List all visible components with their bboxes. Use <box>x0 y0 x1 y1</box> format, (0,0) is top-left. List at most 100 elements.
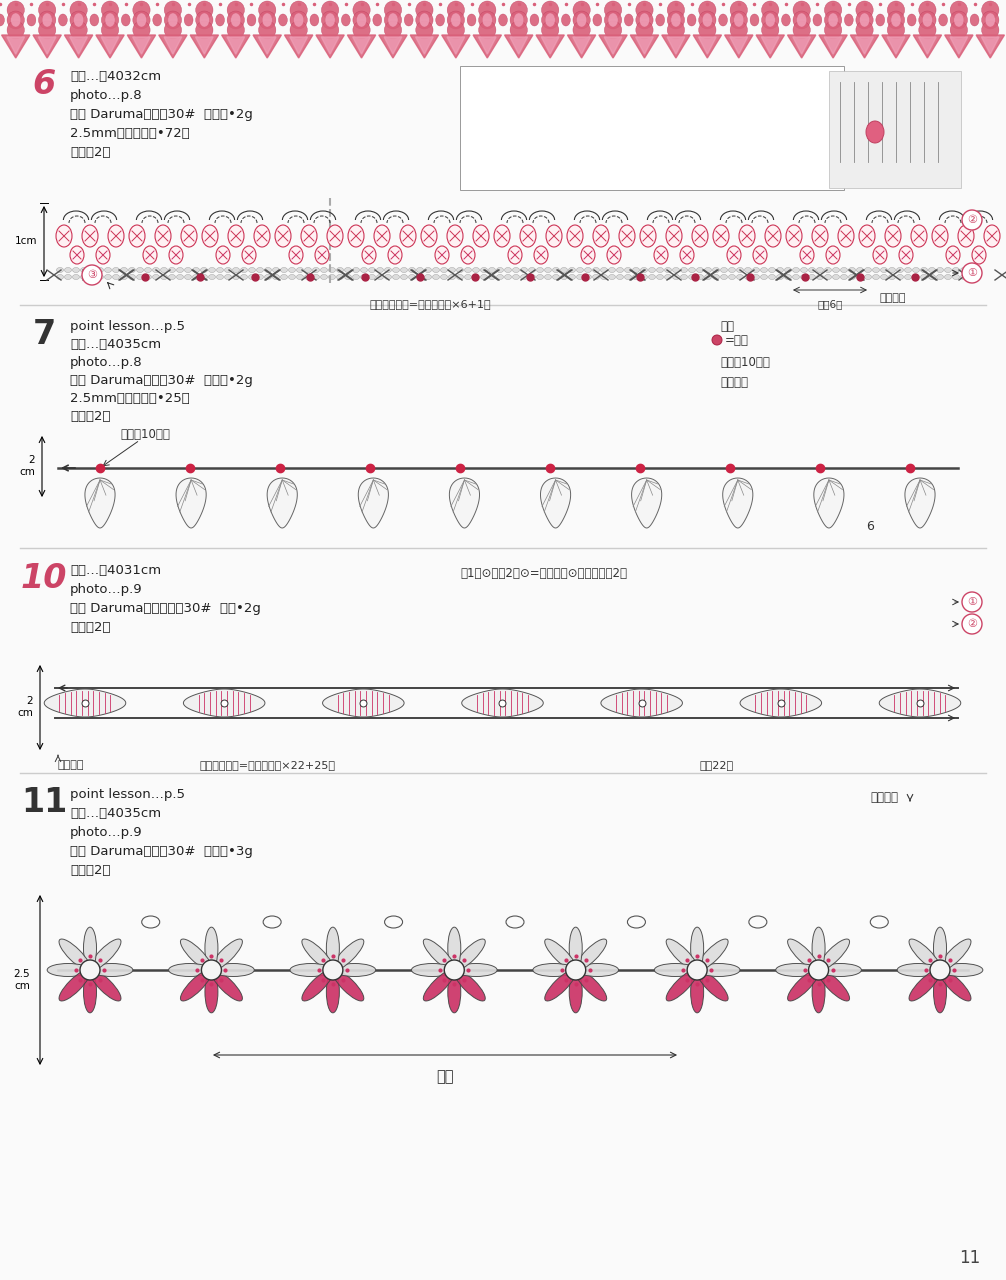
Ellipse shape <box>605 1 622 19</box>
Polygon shape <box>347 35 375 58</box>
Ellipse shape <box>352 274 359 279</box>
Ellipse shape <box>534 246 548 264</box>
Ellipse shape <box>657 274 664 279</box>
Ellipse shape <box>421 225 437 247</box>
Ellipse shape <box>465 274 472 279</box>
Text: 尺寸…剠4035cm: 尺寸…剠4035cm <box>70 338 161 351</box>
Ellipse shape <box>750 14 759 26</box>
Ellipse shape <box>133 1 150 19</box>
Text: 重复: 重复 <box>720 320 734 333</box>
Ellipse shape <box>400 274 407 279</box>
Circle shape <box>687 960 707 980</box>
Ellipse shape <box>817 268 824 273</box>
Ellipse shape <box>133 20 150 38</box>
Ellipse shape <box>168 268 175 273</box>
Ellipse shape <box>105 274 112 279</box>
Ellipse shape <box>336 268 343 273</box>
Ellipse shape <box>504 274 511 279</box>
Ellipse shape <box>667 12 684 29</box>
Ellipse shape <box>416 274 424 279</box>
Ellipse shape <box>415 12 433 29</box>
Ellipse shape <box>672 268 679 273</box>
Ellipse shape <box>753 246 767 264</box>
Ellipse shape <box>636 12 653 29</box>
Ellipse shape <box>376 268 383 273</box>
Ellipse shape <box>520 268 527 273</box>
Circle shape <box>712 335 722 346</box>
Ellipse shape <box>180 970 211 1001</box>
Circle shape <box>962 262 982 283</box>
Ellipse shape <box>560 268 567 273</box>
Polygon shape <box>69 37 88 54</box>
Ellipse shape <box>199 13 209 27</box>
Ellipse shape <box>712 274 719 279</box>
Ellipse shape <box>248 274 256 279</box>
Ellipse shape <box>240 274 247 279</box>
Ellipse shape <box>605 12 622 29</box>
Ellipse shape <box>691 970 703 1012</box>
Ellipse shape <box>953 274 960 279</box>
Ellipse shape <box>640 225 656 247</box>
Ellipse shape <box>224 274 231 279</box>
Polygon shape <box>447 37 465 54</box>
Ellipse shape <box>576 13 586 27</box>
Ellipse shape <box>909 940 940 970</box>
Ellipse shape <box>42 13 52 27</box>
Text: 尺寸…剠4035cm: 尺寸…剠4035cm <box>70 806 161 820</box>
Ellipse shape <box>72 268 79 273</box>
Ellipse shape <box>56 225 72 247</box>
Circle shape <box>82 265 102 285</box>
Polygon shape <box>793 37 811 54</box>
Ellipse shape <box>353 12 370 29</box>
Ellipse shape <box>581 246 595 264</box>
Ellipse shape <box>230 13 240 27</box>
Ellipse shape <box>896 268 903 273</box>
Polygon shape <box>740 689 822 717</box>
Text: Θ=引拔钉组2个未完成长针的: Θ=引拔钉组2个未完成长针的 <box>472 99 575 111</box>
Ellipse shape <box>360 268 367 273</box>
Ellipse shape <box>958 225 974 247</box>
Ellipse shape <box>569 927 582 969</box>
Ellipse shape <box>473 274 480 279</box>
Polygon shape <box>442 35 470 58</box>
Polygon shape <box>38 37 56 54</box>
Ellipse shape <box>196 1 213 19</box>
Text: 重复22针: 重复22针 <box>700 760 734 771</box>
Text: 11: 11 <box>21 786 67 819</box>
Polygon shape <box>879 689 961 717</box>
Ellipse shape <box>113 268 120 273</box>
Ellipse shape <box>326 927 339 969</box>
Ellipse shape <box>607 246 621 264</box>
Ellipse shape <box>461 246 475 264</box>
Text: 6: 6 <box>32 68 55 101</box>
Ellipse shape <box>584 274 592 279</box>
Ellipse shape <box>102 12 119 29</box>
Ellipse shape <box>864 274 871 279</box>
Polygon shape <box>64 35 93 58</box>
Ellipse shape <box>777 274 784 279</box>
Ellipse shape <box>609 274 616 279</box>
Ellipse shape <box>473 268 480 273</box>
Text: 2.5mm的珍珠串珠•25颗: 2.5mm的珍珠串珠•25颗 <box>70 392 190 404</box>
Ellipse shape <box>912 268 919 273</box>
Text: 部分。: 部分。 <box>472 152 508 165</box>
Ellipse shape <box>528 268 535 273</box>
Ellipse shape <box>541 12 558 29</box>
Ellipse shape <box>192 274 199 279</box>
Circle shape <box>962 210 982 230</box>
Ellipse shape <box>544 940 575 970</box>
Ellipse shape <box>699 1 716 19</box>
Ellipse shape <box>776 964 818 977</box>
Polygon shape <box>7 37 24 54</box>
Ellipse shape <box>817 274 824 279</box>
Ellipse shape <box>137 268 144 273</box>
Ellipse shape <box>561 14 570 26</box>
Text: 2
cm: 2 cm <box>19 456 35 476</box>
Ellipse shape <box>945 268 952 273</box>
Ellipse shape <box>341 14 350 26</box>
Ellipse shape <box>872 274 879 279</box>
Ellipse shape <box>454 970 485 1001</box>
Polygon shape <box>905 477 935 527</box>
Ellipse shape <box>939 14 948 26</box>
Ellipse shape <box>765 225 781 247</box>
